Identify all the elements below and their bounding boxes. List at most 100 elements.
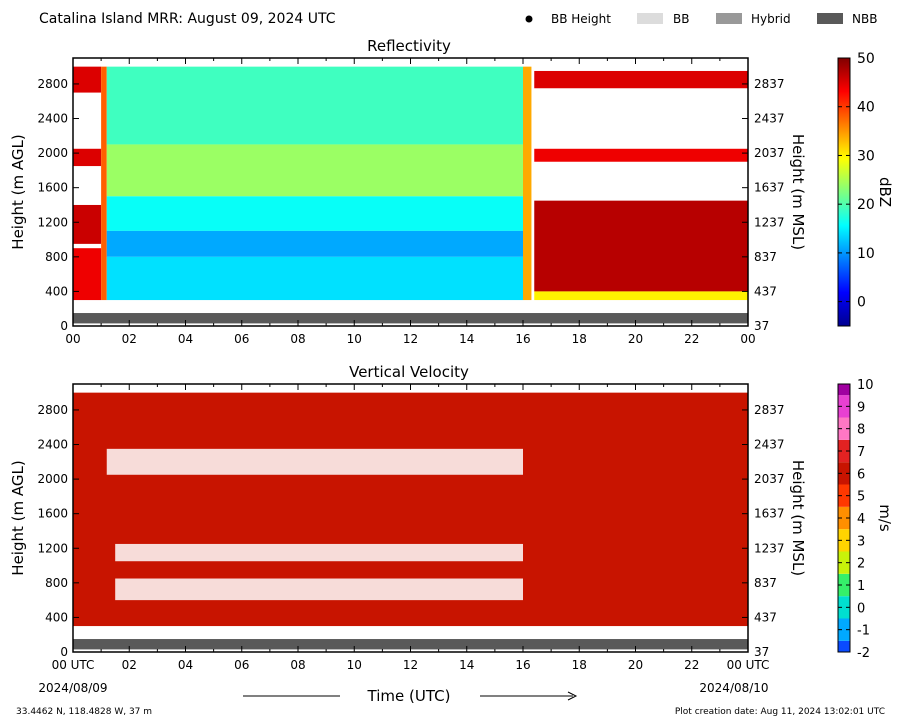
y-tick-label-right: 2437 [754, 438, 785, 452]
velocity-heatmap [73, 392, 748, 650]
reflectivity-axes: 00 02 04 06 08 10 12 14 16 18 20 22 0004008001200160… [37, 58, 785, 346]
x-tick-label: 12 [403, 332, 418, 346]
colorbar-tick-label: 50 [857, 51, 875, 67]
colorbar-tick-label: 20 [857, 197, 875, 213]
y-tick-label-right: 437 [754, 284, 777, 298]
heatmap-cell [523, 66, 532, 301]
data-gap [115, 543, 523, 562]
y-tick-label: 2800 [37, 77, 68, 91]
y-tick-label-right: 1237 [754, 215, 785, 229]
colorbar-segment [838, 573, 850, 597]
y-tick-label-right: 2037 [754, 146, 785, 160]
x-tick-label: 00 UTC [727, 658, 770, 672]
colorbar-tick-label: 30 [857, 148, 875, 164]
y-tick-label: 0 [60, 319, 68, 333]
colorbar-tick-label: 0 [857, 295, 866, 311]
heatmap-cell [106, 256, 523, 301]
location-text: 33.4462 N, 118.4828 W, 37 m [16, 707, 152, 717]
bb-legend: BB Height BB Hybrid NBB [525, 12, 877, 26]
x-tick-label: 14 [459, 658, 474, 672]
colorbar-tick-label: 0 [857, 601, 865, 616]
time-arrow-head [567, 691, 578, 701]
colorbar-segment [838, 640, 850, 652]
reflectivity-ylabel: Height (m AGL) [9, 134, 27, 249]
time-axis-label: Time (UTC) [367, 687, 451, 705]
velocity-colorbar-label: m/s [876, 504, 894, 532]
y-tick-label-right: 2837 [754, 77, 785, 91]
colorbar-segment [838, 506, 850, 530]
heatmap-cell [73, 204, 102, 244]
x-tick-label: 08 [290, 658, 305, 672]
y-tick-label-right: 1237 [754, 541, 785, 555]
heatmap-cell [534, 70, 748, 89]
y-tick-label: 2400 [37, 112, 68, 126]
colorbar-segment [838, 596, 850, 619]
x-tick-label: 20 [628, 332, 643, 346]
colorbar-tick-label: -1 [857, 624, 870, 639]
velocity-ylabel-right: Height (m MSL) [789, 460, 807, 576]
bb-legend-swatch [637, 13, 663, 24]
colorbar-segment [838, 395, 850, 418]
reflectivity-colorbar-gradient [837, 57, 851, 327]
x-tick-label: 04 [178, 332, 193, 346]
reflectivity-colorbar-ticks: 0 10 20 30 40 50 [838, 51, 875, 311]
bb-type-strip [73, 639, 748, 650]
heatmap-cell [73, 148, 102, 167]
colorbar-segment [838, 618, 850, 641]
velocity-panel: Vertical Velocity 00 UTC 02 04 06 08 10 12 14 16… [9, 363, 894, 672]
y-tick-label: 2000 [37, 472, 68, 486]
y-tick-label: 800 [45, 250, 68, 264]
colorbar-tick-label: 40 [857, 100, 875, 116]
velocity-colorbar-ticks: -2 -1 0 1 2 3 4 5 6 7 8 9 10 [838, 378, 874, 661]
heatmap-cell [73, 66, 102, 93]
x-tick-label: 18 [572, 658, 587, 672]
y-tick-label: 1600 [37, 181, 68, 195]
y-tick-label-right: 37 [754, 645, 769, 659]
reflectivity-title: Reflectivity [367, 37, 451, 55]
colorbar-tick-label: 7 [857, 445, 865, 460]
x-tick-label: 02 [122, 332, 137, 346]
nbb-legend-label: NBB [852, 12, 877, 26]
y-tick-label: 400 [45, 610, 68, 624]
data-gap [115, 578, 523, 601]
y-tick-label-right: 1637 [754, 507, 785, 521]
colorbar-tick-label: 3 [857, 534, 865, 549]
heatmap-cell [534, 291, 748, 301]
x-tick-label: 00 [740, 332, 755, 346]
heatmap-cell [73, 248, 102, 301]
y-tick-label: 2800 [37, 403, 68, 417]
colorbar-segment [838, 529, 850, 552]
x-tick-label: 12 [403, 658, 418, 672]
velocity-ylabel: Height (m AGL) [9, 460, 27, 575]
colorbar-segment [838, 439, 850, 463]
colorbar-tick-label: 10 [857, 246, 875, 262]
y-tick-label-right: 2437 [754, 112, 785, 126]
x-tick-label: 04 [178, 658, 193, 672]
bb-legend-label: BB [673, 12, 689, 26]
colorbar-tick-label: 5 [857, 490, 865, 505]
creation-date-text: Plot creation date: Aug 11, 2024 13:02:0… [675, 707, 885, 717]
x-tick-label: 22 [684, 332, 699, 346]
y-tick-label-right: 437 [754, 610, 777, 624]
colorbar-segment [838, 417, 850, 440]
colorbar-tick-label: 4 [857, 512, 865, 527]
reflectivity-heatmap [73, 66, 748, 324]
y-tick-label: 1200 [37, 215, 68, 229]
colorbar-segment [838, 462, 850, 485]
reflectivity-ylabel-right: Height (m MSL) [789, 134, 807, 250]
x-tick-label: 14 [459, 332, 474, 346]
y-tick-label: 2400 [37, 438, 68, 452]
x-tick-label: 02 [122, 658, 137, 672]
y-tick-label-right: 2837 [754, 403, 785, 417]
x-tick-label: 10 [347, 332, 362, 346]
heatmap-cell [106, 66, 523, 145]
start-date-label: 2024/08/09 [38, 681, 107, 695]
reflectivity-colorbar-label: dBZ [876, 177, 894, 207]
y-tick-label-right: 2037 [754, 472, 785, 486]
colorbar-tick-label: 10 [857, 378, 874, 393]
hybrid-legend-label: Hybrid [751, 12, 791, 26]
y-tick-label: 400 [45, 284, 68, 298]
colorbar-tick-label: 8 [857, 423, 865, 438]
nbb-legend-swatch [817, 13, 843, 24]
